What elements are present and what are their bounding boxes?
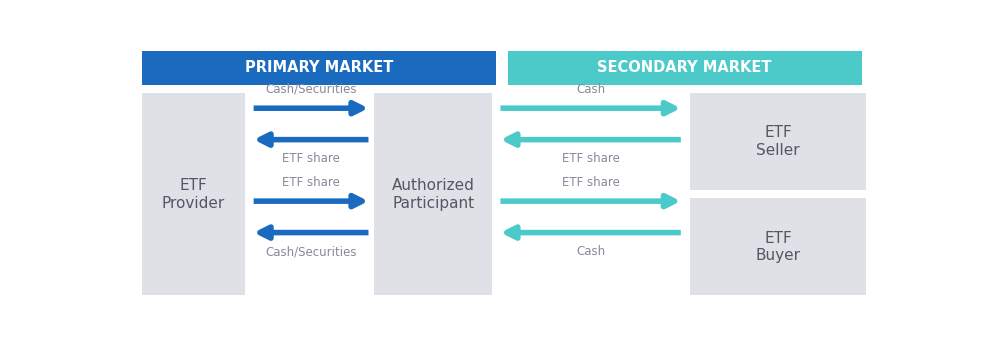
Text: ETF share: ETF share (282, 175, 340, 189)
Text: ETF share: ETF share (561, 175, 619, 189)
FancyBboxPatch shape (507, 51, 862, 85)
Text: ETF
Buyer: ETF Buyer (756, 231, 800, 263)
Text: ETF share: ETF share (561, 152, 619, 165)
FancyBboxPatch shape (690, 198, 866, 295)
Text: ETF
Seller: ETF Seller (756, 125, 800, 158)
Text: PRIMARY MARKET: PRIMARY MARKET (245, 60, 393, 75)
Text: Authorized
Participant: Authorized Participant (392, 178, 475, 211)
Text: ETF
Provider: ETF Provider (162, 178, 225, 211)
Text: SECONDARY MARKET: SECONDARY MARKET (598, 60, 772, 75)
Text: Cash: Cash (576, 245, 606, 258)
Text: Cash/Securities: Cash/Securities (265, 83, 357, 95)
FancyBboxPatch shape (375, 93, 492, 295)
FancyBboxPatch shape (690, 93, 866, 190)
Text: Cash/Securities: Cash/Securities (265, 245, 357, 258)
Text: ETF share: ETF share (282, 152, 340, 165)
FancyBboxPatch shape (142, 51, 496, 85)
Text: Cash: Cash (576, 83, 606, 95)
FancyBboxPatch shape (142, 93, 245, 295)
